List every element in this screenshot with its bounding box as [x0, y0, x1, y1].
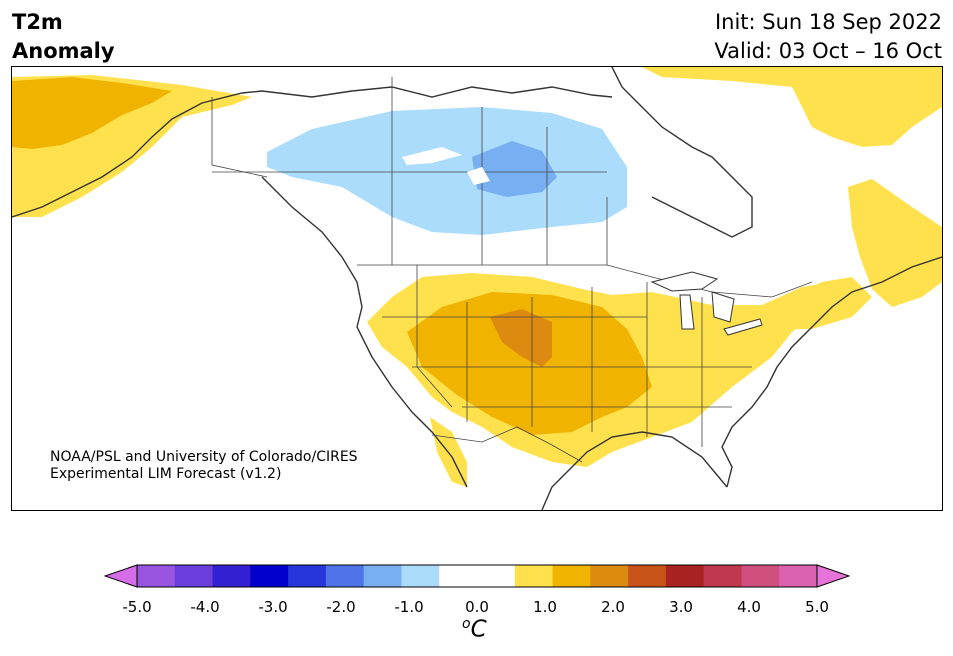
credit-text: NOAA/PSL and University of Colorado/CIRE…: [50, 449, 358, 483]
coastlines: [12, 67, 942, 510]
colorbar-segment: [514, 565, 554, 587]
colorbar-segment: [703, 565, 742, 587]
colorbar: [103, 564, 851, 592]
forecast-dates: Init: Sun 18 Sep 2022 Valid: 03 Oct – 16…: [714, 8, 942, 66]
colorbar-segment: [288, 565, 327, 587]
field-label: Anomaly: [12, 39, 115, 63]
colorbar-segment: [250, 565, 289, 587]
political-borders: [211, 77, 813, 463]
warm-anomaly-peak: [490, 309, 552, 367]
alaska-coast: [12, 90, 263, 218]
valid-range: Valid: 03 Oct – 16 Oct: [714, 39, 942, 63]
colorbar-tick-label: -5.0: [122, 598, 152, 616]
atlantic-coast: [721, 256, 942, 488]
colorbar-tick-label: 4.0: [737, 598, 761, 616]
lake-winnipeg: [467, 167, 490, 185]
cool-anomaly-core: [472, 141, 557, 197]
colorbar-segment: [552, 565, 591, 587]
variable-label: T2m: [12, 10, 63, 34]
colorbar-segment: [590, 565, 629, 587]
hudson-bay-coast: [611, 67, 753, 238]
colorbar-segment: [741, 565, 780, 587]
colorbar-tick-label: -1.0: [394, 598, 424, 616]
colorbar-segment: [212, 565, 251, 587]
colorbar-tick-label: 1.0: [533, 598, 557, 616]
warm-anomaly-alaska-core: [12, 77, 172, 149]
colorbar-segment: [325, 565, 365, 587]
map-title: T2m Anomaly: [12, 8, 115, 66]
great-slave-lake: [402, 147, 462, 165]
colorbar-scale: [103, 564, 851, 588]
lake-huron: [711, 291, 735, 323]
anomaly-shading: [12, 67, 942, 487]
unit-celsius: C: [470, 616, 487, 643]
colorbar-segment: [665, 565, 705, 587]
colorbar-extend-low: [103, 564, 138, 588]
credit-line-2: Experimental LIM Forecast (v1.2): [50, 466, 282, 482]
credit-line-1: NOAA/PSL and University of Colorado/CIRE…: [50, 449, 358, 465]
colorbar-tick-label: -3.0: [258, 598, 288, 616]
warm-anomaly-core: [407, 292, 652, 435]
lake-michigan: [679, 294, 695, 330]
colorbar-tick-label: -4.0: [190, 598, 220, 616]
map-canvas: [12, 67, 942, 510]
colorbar-tick-label: 2.0: [601, 598, 625, 616]
colorbar-segment: [363, 565, 402, 587]
colorbar-tick-label: -2.0: [326, 598, 356, 616]
warm-anomaly-northeast-canada: [848, 179, 942, 307]
colorbar-segment: [477, 565, 516, 587]
colorbar-tick-label: 0.0: [465, 598, 489, 616]
colorbar-tick-label: 5.0: [805, 598, 829, 616]
us-mexico-border: [431, 426, 583, 463]
colorbar-unit: oC: [462, 616, 487, 643]
colorbar-segment: [439, 565, 478, 587]
warm-anomaly-greenland: [642, 67, 942, 147]
arctic-coast: [261, 86, 613, 98]
colorbar-tick-label: 3.0: [669, 598, 693, 616]
colorbar-segment: [779, 565, 818, 587]
colorbar-segment: [174, 565, 214, 587]
init-date: Init: Sun 18 Sep 2022: [714, 10, 942, 34]
canadian-lakes: [402, 147, 490, 185]
cool-anomaly-central-canada: [267, 107, 627, 235]
anomaly-map: NOAA/PSL and University of Colorado/CIRE…: [11, 66, 943, 511]
alaska-border: [211, 97, 268, 178]
lake-superior: [650, 271, 719, 292]
colorbar-segment: [628, 565, 667, 587]
pacific-coast: [261, 176, 468, 488]
great-lakes: [650, 271, 763, 336]
lake-erie: [723, 318, 763, 336]
colorbar-extend-high: [816, 564, 851, 588]
colorbar-segment: [137, 565, 176, 587]
colorbar-segment: [401, 565, 440, 587]
unit-degree: o: [462, 616, 471, 632]
gulf-coast: [541, 431, 728, 510]
